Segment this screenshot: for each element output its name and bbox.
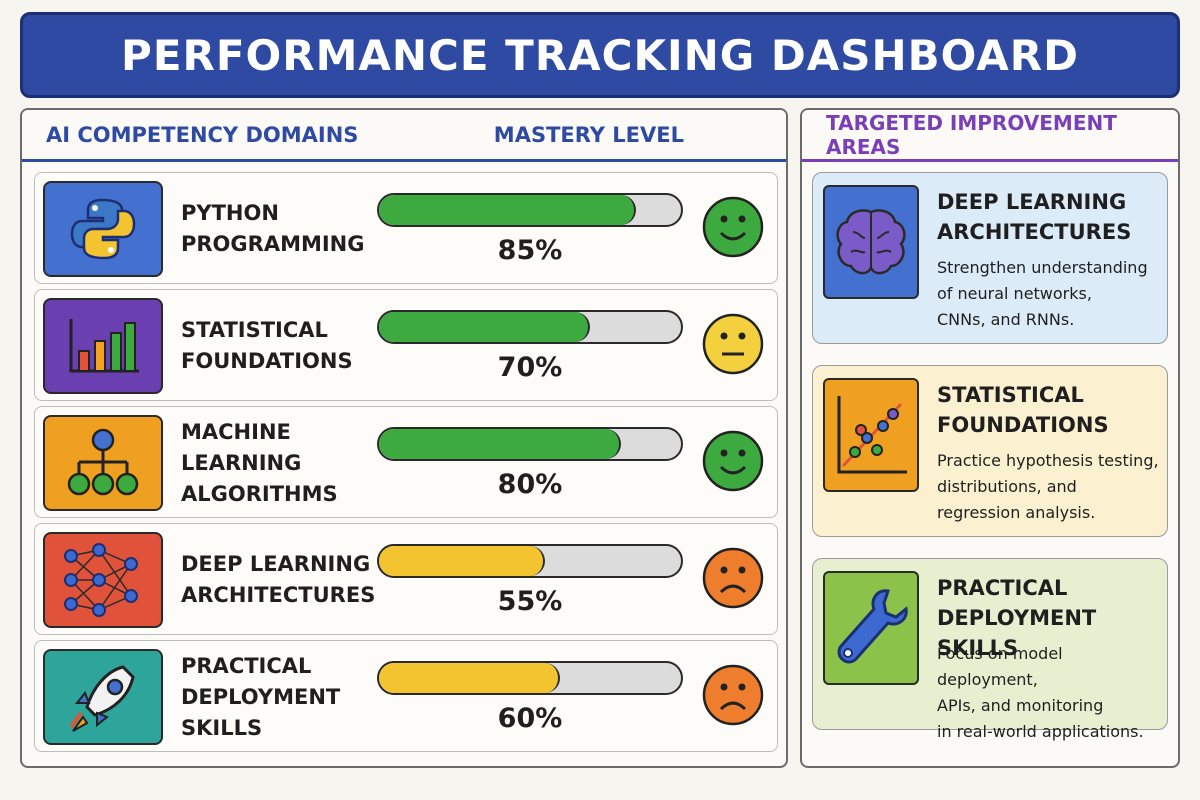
improvement-card-practical-deployment-skills: PRACTICAL DEPLOYMENT SKILLS Focus on mode… <box>812 558 1168 741</box>
mastery-progress-fill <box>379 429 621 459</box>
competency-label: STATISTICAL FOUNDATIONS <box>181 318 353 373</box>
happy-face-icon <box>701 195 765 259</box>
mastery-progress-bar <box>377 661 683 695</box>
mastery-percent: 70% <box>497 352 563 383</box>
scatter-plot-icon <box>823 378 919 492</box>
sad-face-icon <box>701 546 765 610</box>
wrench-icon <box>823 571 919 685</box>
competency-label: PRACTICAL DEPLOYMENT SKILLS <box>181 653 341 740</box>
competency-label: DEEP LEARNING ARCHITECTURES <box>181 552 376 607</box>
mastery-progress-fill <box>379 312 591 342</box>
mastery-level-heading: MASTERY LEVEL <box>493 122 684 147</box>
improvement-panel-header: TARGETED IMPROVEMENT AREAS <box>802 110 1178 162</box>
improvement-card-title: DEEP LEARNING ARCHITECTURES <box>937 190 1132 244</box>
improvement-card-deep-learning-architectures: DEEP LEARNING ARCHITECTURES Strengthen un… <box>812 172 1168 344</box>
competency-row-deep-learning-architectures: DEEP LEARNING ARCHITECTURES 55% <box>34 523 778 635</box>
competency-row-practical-deployment-skills: PRACTICAL DEPLOYMENT SKILLS 60% <box>34 640 778 752</box>
improvement-card-title: STATISTICAL FOUNDATIONS <box>937 383 1109 437</box>
python-logo-icon <box>43 181 163 277</box>
competency-panel: AI COMPETENCY DOMAINS MASTERY LEVEL PYTH… <box>20 108 788 768</box>
improvement-areas-heading: TARGETED IMPROVEMENT AREAS <box>826 110 1117 159</box>
competency-label: MACHINE LEARNING ALGORITHMS <box>181 419 338 506</box>
competency-row-machine-learning-algorithms: MACHINE LEARNING ALGORITHMS 80% <box>34 406 778 518</box>
bar-chart-icon <box>43 298 163 394</box>
title-bar: PERFORMANCE TRACKING DASHBOARD <box>20 12 1180 98</box>
hierarchy-tree-icon <box>43 415 163 511</box>
mastery-progress-bar <box>377 427 683 461</box>
mastery-percent: 85% <box>497 235 563 266</box>
improvement-card-description: Focus on model deployment, APIs, and mon… <box>937 644 1144 741</box>
competency-row-statistical-foundations: STATISTICAL FOUNDATIONS 70% <box>34 289 778 401</box>
mastery-progress-bar <box>377 193 683 227</box>
mastery-percent: 60% <box>497 703 563 734</box>
competency-row-python-programming: PYTHON PROGRAMMING 85% <box>34 172 778 284</box>
happy-face-icon <box>701 429 765 493</box>
competency-panel-header: AI COMPETENCY DOMAINS MASTERY LEVEL <box>22 110 786 162</box>
mastery-progress-bar <box>377 544 683 578</box>
improvement-card-description: Practice hypothesis testing, distributio… <box>937 451 1159 522</box>
rocket-icon <box>43 649 163 745</box>
competency-label: PYTHON PROGRAMMING <box>181 201 365 256</box>
improvement-card-description: Strengthen understanding of neural netwo… <box>937 258 1148 329</box>
improvement-card-title: PRACTICAL DEPLOYMENT SKILLS <box>937 576 1097 660</box>
mastery-progress-fill <box>379 195 636 225</box>
brain-icon <box>823 185 919 299</box>
neural-network-icon <box>43 532 163 628</box>
neutral-face-icon <box>701 312 765 376</box>
mastery-percent: 55% <box>497 586 563 617</box>
mastery-progress-bar <box>377 310 683 344</box>
mastery-progress-fill <box>379 546 546 576</box>
mastery-progress-fill <box>379 663 561 693</box>
mastery-percent: 80% <box>497 469 563 500</box>
competency-domains-heading: AI COMPETENCY DOMAINS <box>46 122 359 147</box>
improvement-panel: TARGETED IMPROVEMENT AREAS DEEP LEARNING… <box>800 108 1180 768</box>
page-title: PERFORMANCE TRACKING DASHBOARD <box>121 30 1079 80</box>
sad-face-icon <box>701 663 765 727</box>
improvement-card-statistical-foundations: STATISTICAL FOUNDATIONS Practice hypothes… <box>812 365 1168 537</box>
